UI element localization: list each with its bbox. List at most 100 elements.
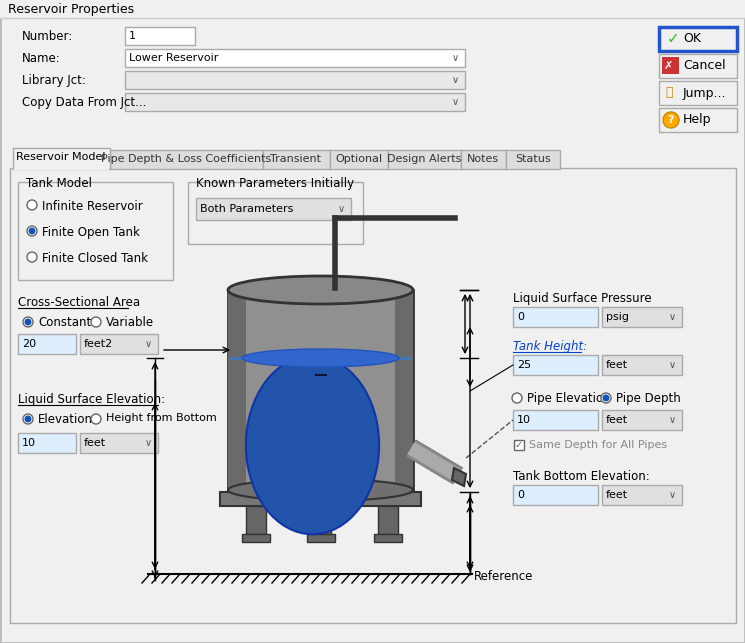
Text: Pipe Depth: Pipe Depth bbox=[616, 392, 681, 405]
Text: ∨: ∨ bbox=[338, 204, 345, 214]
Bar bbox=[514, 440, 524, 450]
Text: 🔧: 🔧 bbox=[665, 87, 673, 100]
Text: Tank Height:: Tank Height: bbox=[513, 340, 587, 353]
Text: Known Parameters Initially: Known Parameters Initially bbox=[196, 177, 354, 190]
Bar bbox=[125, 71, 465, 89]
Text: ∨: ∨ bbox=[145, 339, 152, 349]
Text: Help: Help bbox=[683, 114, 711, 127]
Bar bbox=[18, 433, 76, 453]
Text: ∨: ∨ bbox=[669, 415, 676, 425]
Bar bbox=[18, 182, 173, 280]
Circle shape bbox=[27, 200, 37, 210]
Bar bbox=[311, 506, 331, 534]
Bar bbox=[513, 307, 598, 327]
Bar bbox=[263, 150, 330, 169]
Bar bbox=[228, 290, 246, 490]
Circle shape bbox=[25, 319, 31, 325]
Text: ?: ? bbox=[668, 115, 674, 125]
Circle shape bbox=[23, 317, 33, 327]
Bar bbox=[602, 485, 682, 505]
Text: Finite Closed Tank: Finite Closed Tank bbox=[42, 252, 148, 265]
Text: Same Depth for All Pipes: Same Depth for All Pipes bbox=[529, 440, 667, 450]
Text: Optional: Optional bbox=[335, 154, 383, 164]
Circle shape bbox=[91, 414, 101, 424]
Text: Tank Bottom Elevation:: Tank Bottom Elevation: bbox=[513, 470, 650, 483]
Text: Status: Status bbox=[516, 154, 551, 164]
Text: Infinite Reservoir: Infinite Reservoir bbox=[42, 200, 143, 213]
Text: 0: 0 bbox=[517, 312, 524, 322]
Text: feet: feet bbox=[606, 415, 628, 425]
Polygon shape bbox=[452, 468, 466, 486]
Bar bbox=[602, 307, 682, 327]
Circle shape bbox=[27, 226, 37, 236]
Bar bbox=[659, 27, 737, 51]
Text: Reference: Reference bbox=[474, 570, 533, 583]
Circle shape bbox=[663, 112, 679, 128]
Text: ∨: ∨ bbox=[669, 490, 676, 500]
Text: 1: 1 bbox=[129, 31, 136, 41]
Text: Reservoir Model: Reservoir Model bbox=[16, 152, 106, 162]
Circle shape bbox=[25, 416, 31, 422]
Text: Jump...: Jump... bbox=[683, 87, 726, 100]
Bar bbox=[461, 150, 506, 169]
Bar bbox=[246, 506, 266, 534]
Bar bbox=[395, 290, 413, 490]
Text: Pipe Elevation: Pipe Elevation bbox=[527, 392, 611, 405]
Bar bbox=[602, 410, 682, 430]
Text: Transient: Transient bbox=[270, 154, 322, 164]
Bar bbox=[228, 290, 413, 490]
Bar bbox=[662, 57, 679, 74]
Bar bbox=[513, 485, 598, 505]
Text: Height from Bottom: Height from Bottom bbox=[106, 413, 217, 423]
Text: ∨: ∨ bbox=[452, 53, 459, 63]
Text: Elevation: Elevation bbox=[38, 413, 93, 426]
Text: Cancel: Cancel bbox=[683, 59, 726, 72]
Text: ∨: ∨ bbox=[452, 97, 459, 107]
Text: Pipe Depth & Loss Coefficients: Pipe Depth & Loss Coefficients bbox=[101, 154, 271, 164]
Bar bbox=[18, 334, 76, 354]
Bar bbox=[196, 198, 351, 220]
Circle shape bbox=[29, 228, 35, 234]
Text: feet2: feet2 bbox=[84, 339, 113, 349]
Text: Number:: Number: bbox=[22, 30, 73, 43]
Bar bbox=[506, 150, 560, 169]
Text: Copy Data From Jct...: Copy Data From Jct... bbox=[22, 96, 146, 109]
Text: feet: feet bbox=[606, 490, 628, 500]
Text: Library Jct:: Library Jct: bbox=[22, 74, 86, 87]
Ellipse shape bbox=[246, 356, 379, 534]
Bar bbox=[14, 168, 109, 170]
Bar bbox=[659, 54, 737, 78]
Text: Constant: Constant bbox=[38, 316, 91, 329]
Text: Variable: Variable bbox=[106, 316, 154, 329]
Text: OK: OK bbox=[683, 33, 701, 46]
Text: 0: 0 bbox=[517, 490, 524, 500]
Text: Liquid Surface Elevation:: Liquid Surface Elevation: bbox=[18, 393, 165, 406]
Text: Finite Open Tank: Finite Open Tank bbox=[42, 226, 140, 239]
Circle shape bbox=[23, 414, 33, 424]
Text: Notes: Notes bbox=[467, 154, 499, 164]
Text: 25: 25 bbox=[517, 360, 531, 370]
Bar bbox=[513, 355, 598, 375]
Ellipse shape bbox=[242, 349, 399, 367]
Bar bbox=[80, 433, 158, 453]
Bar bbox=[0, 0, 745, 18]
Bar bbox=[513, 410, 598, 430]
Ellipse shape bbox=[228, 276, 413, 304]
Text: Reservoir Properties: Reservoir Properties bbox=[8, 3, 134, 16]
Bar bbox=[125, 27, 195, 45]
Text: Tank Model: Tank Model bbox=[26, 177, 92, 190]
Text: ✓: ✓ bbox=[515, 440, 523, 450]
Bar bbox=[110, 150, 263, 169]
Text: psig: psig bbox=[606, 312, 629, 322]
Circle shape bbox=[601, 393, 611, 403]
Text: Design Alerts: Design Alerts bbox=[387, 154, 461, 164]
Bar bbox=[374, 534, 402, 542]
Text: ✗: ✗ bbox=[664, 60, 673, 71]
Bar bbox=[125, 49, 465, 67]
Bar bbox=[10, 168, 736, 623]
Bar bbox=[220, 492, 421, 506]
Bar bbox=[659, 81, 737, 105]
Text: Cross-Sectional Area: Cross-Sectional Area bbox=[18, 296, 140, 309]
Text: feet: feet bbox=[606, 360, 628, 370]
Text: 10: 10 bbox=[22, 438, 36, 448]
